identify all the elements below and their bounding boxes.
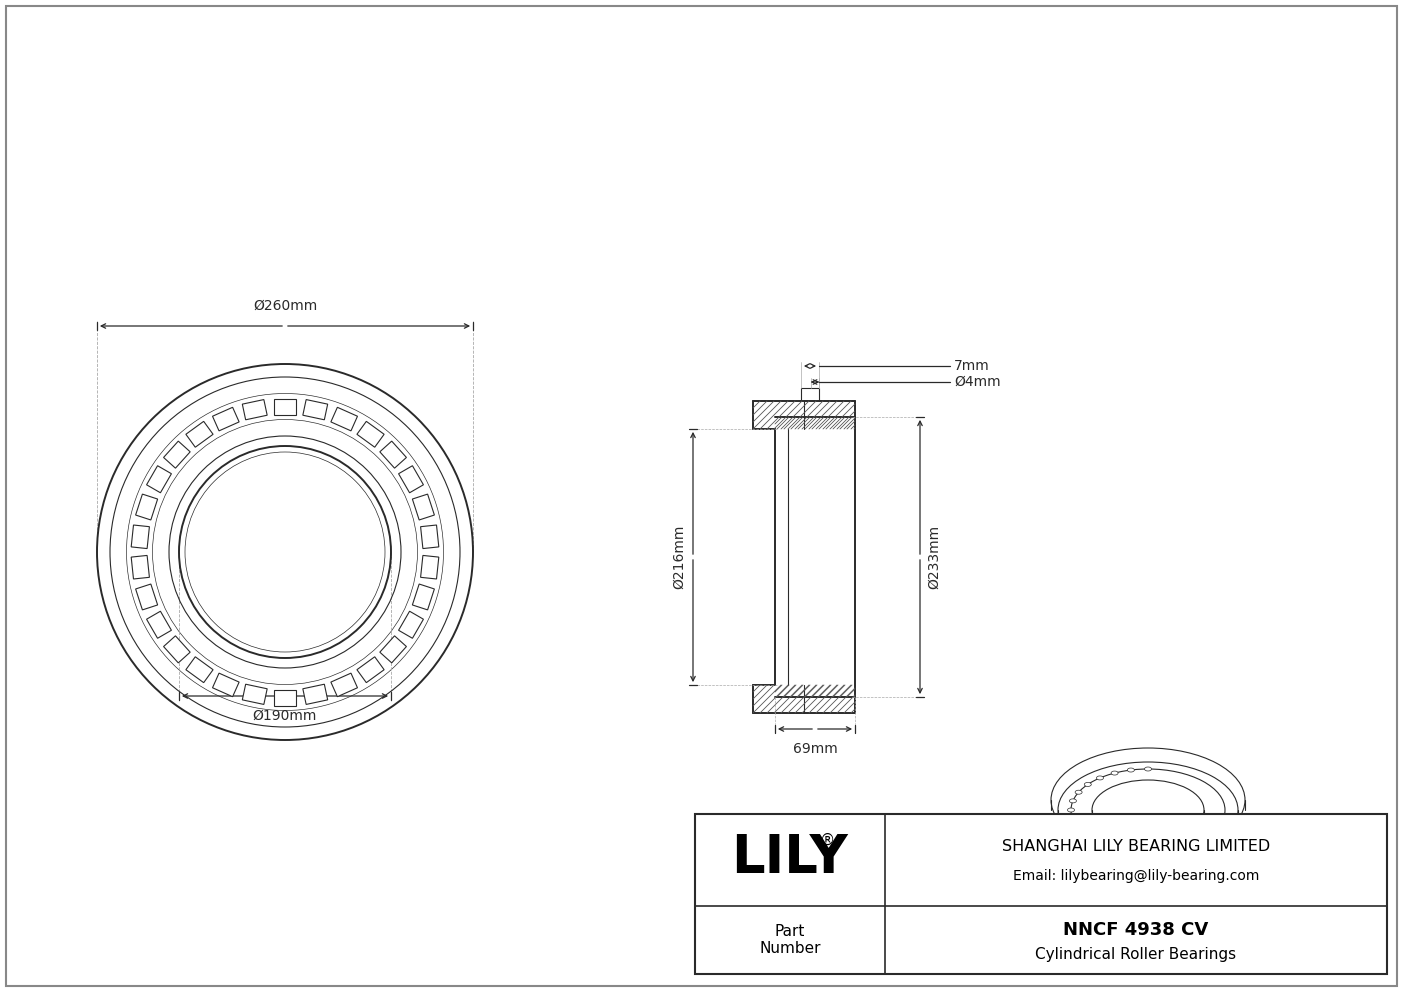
Ellipse shape (1145, 767, 1152, 771)
Polygon shape (274, 399, 296, 415)
Text: ®: ® (821, 832, 836, 847)
Polygon shape (356, 657, 384, 682)
Text: Part
Number: Part Number (759, 924, 821, 956)
Ellipse shape (1128, 848, 1135, 852)
Polygon shape (132, 556, 149, 579)
Ellipse shape (1075, 825, 1082, 829)
Polygon shape (412, 584, 435, 610)
Ellipse shape (1068, 808, 1075, 812)
Text: Ø190mm: Ø190mm (253, 709, 317, 723)
Ellipse shape (1069, 799, 1076, 803)
Bar (694, 814, 1388, 974)
Polygon shape (398, 465, 424, 493)
Polygon shape (421, 525, 439, 549)
Polygon shape (212, 408, 239, 431)
Polygon shape (356, 422, 384, 447)
Ellipse shape (1085, 783, 1092, 787)
Text: 7mm: 7mm (954, 359, 989, 373)
Text: Ø260mm: Ø260mm (253, 299, 317, 313)
Text: Ø233mm: Ø233mm (927, 525, 941, 589)
Ellipse shape (1111, 771, 1118, 775)
Text: Email: lilybearing@lily-bearing.com: Email: lilybearing@lily-bearing.com (1013, 869, 1258, 883)
Polygon shape (146, 465, 171, 493)
Ellipse shape (1097, 776, 1104, 780)
Ellipse shape (1097, 840, 1104, 844)
Polygon shape (380, 441, 407, 468)
Polygon shape (212, 674, 239, 696)
Ellipse shape (1075, 791, 1082, 795)
Polygon shape (185, 422, 213, 447)
Polygon shape (412, 494, 435, 520)
Text: NNCF 4938 CV: NNCF 4938 CV (1063, 921, 1208, 938)
Polygon shape (303, 400, 328, 420)
Ellipse shape (1128, 768, 1135, 772)
Polygon shape (136, 494, 157, 520)
Polygon shape (380, 636, 407, 663)
Polygon shape (243, 684, 267, 704)
Polygon shape (146, 611, 171, 638)
Text: Ø216mm: Ø216mm (672, 525, 686, 589)
Polygon shape (274, 689, 296, 705)
Text: LILY: LILY (731, 832, 849, 884)
Polygon shape (185, 657, 213, 682)
Polygon shape (164, 636, 191, 663)
Polygon shape (243, 400, 267, 420)
Polygon shape (136, 584, 157, 610)
Polygon shape (398, 611, 424, 638)
Polygon shape (132, 525, 149, 549)
Bar (694, 814, 1388, 974)
Text: SHANGHAI LILY BEARING LIMITED: SHANGHAI LILY BEARING LIMITED (1002, 838, 1270, 854)
Polygon shape (331, 408, 358, 431)
Polygon shape (303, 684, 328, 704)
Ellipse shape (1069, 817, 1076, 821)
Polygon shape (331, 674, 358, 696)
Text: Cylindrical Roller Bearings: Cylindrical Roller Bearings (1035, 947, 1236, 962)
Text: Ø4mm: Ø4mm (954, 375, 1000, 389)
Ellipse shape (1085, 833, 1092, 837)
Text: 69mm: 69mm (793, 742, 838, 756)
Polygon shape (164, 441, 191, 468)
Ellipse shape (1111, 845, 1118, 849)
Polygon shape (421, 556, 439, 579)
